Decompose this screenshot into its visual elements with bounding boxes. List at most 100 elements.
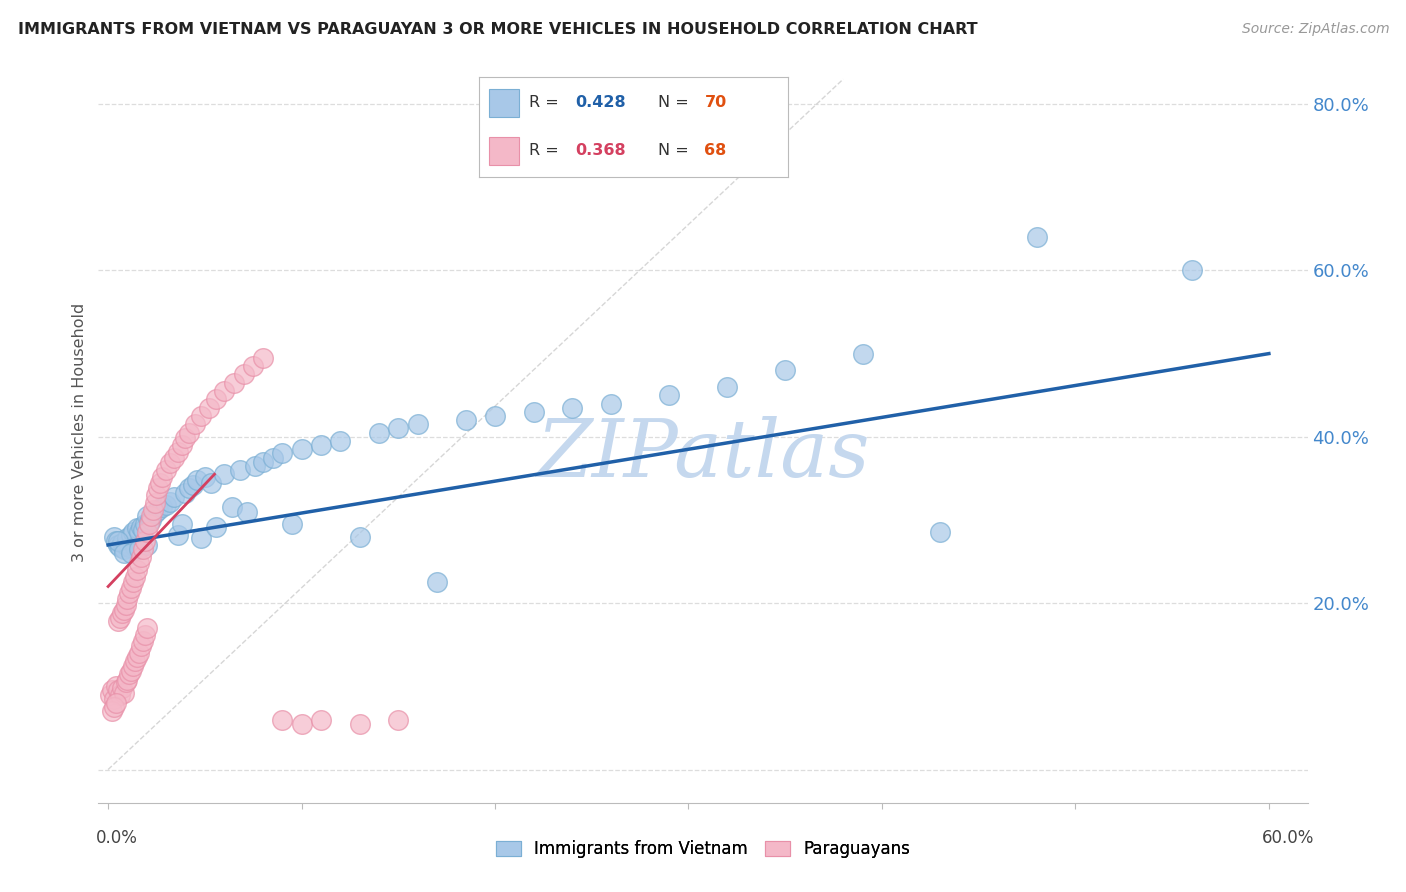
Point bbox=[101, 704, 124, 718]
Point bbox=[190, 409, 212, 423]
Point bbox=[406, 417, 429, 432]
Point bbox=[454, 413, 477, 427]
Point bbox=[242, 359, 264, 373]
Point bbox=[174, 486, 197, 500]
Text: 60.0%: 60.0% bbox=[1263, 829, 1315, 847]
Point bbox=[309, 713, 332, 727]
Point bbox=[1025, 230, 1047, 244]
Point bbox=[281, 517, 304, 532]
Point bbox=[128, 525, 150, 540]
Point bbox=[138, 517, 160, 532]
Point bbox=[200, 475, 222, 490]
Point bbox=[135, 508, 157, 523]
Point bbox=[118, 666, 141, 681]
Point bbox=[170, 438, 193, 452]
Point bbox=[349, 716, 371, 731]
Point bbox=[111, 536, 134, 550]
Point bbox=[212, 467, 235, 482]
Point bbox=[117, 531, 139, 545]
Point bbox=[124, 569, 146, 583]
Text: Source: ZipAtlas.com: Source: ZipAtlas.com bbox=[1241, 22, 1389, 37]
Point bbox=[138, 515, 160, 529]
Point bbox=[111, 681, 134, 695]
Point bbox=[132, 633, 155, 648]
Point bbox=[387, 421, 409, 435]
Point bbox=[104, 679, 127, 693]
Point bbox=[190, 531, 212, 545]
Point bbox=[329, 434, 352, 448]
Point bbox=[101, 683, 124, 698]
Point bbox=[117, 592, 139, 607]
Point bbox=[122, 575, 145, 590]
Point bbox=[108, 611, 131, 625]
Point bbox=[155, 498, 177, 512]
Point bbox=[132, 542, 155, 557]
Point bbox=[103, 700, 125, 714]
Text: IMMIGRANTS FROM VIETNAM VS PARAGUAYAN 3 OR MORE VEHICLES IN HOUSEHOLD CORRELATIO: IMMIGRANTS FROM VIETNAM VS PARAGUAYAN 3 … bbox=[18, 22, 979, 37]
Point bbox=[127, 563, 149, 577]
Point bbox=[773, 363, 796, 377]
Point bbox=[194, 469, 217, 483]
Point bbox=[103, 530, 125, 544]
Point bbox=[112, 542, 135, 557]
Point bbox=[127, 650, 149, 665]
Point bbox=[243, 458, 266, 473]
Point bbox=[149, 475, 172, 490]
Point bbox=[135, 621, 157, 635]
Point bbox=[112, 546, 135, 560]
Point bbox=[484, 409, 506, 423]
Point bbox=[163, 450, 186, 465]
Point bbox=[142, 503, 165, 517]
Point bbox=[104, 696, 127, 710]
Y-axis label: 3 or more Vehicles in Household: 3 or more Vehicles in Household bbox=[72, 303, 87, 562]
Point bbox=[98, 688, 121, 702]
Point bbox=[143, 506, 166, 520]
Point bbox=[166, 444, 188, 458]
Point bbox=[523, 405, 546, 419]
Point bbox=[179, 425, 201, 440]
Point bbox=[114, 598, 136, 612]
Point bbox=[221, 500, 243, 515]
Point bbox=[107, 615, 129, 629]
Point bbox=[112, 686, 135, 700]
Point bbox=[852, 346, 875, 360]
Point bbox=[179, 481, 201, 495]
Point bbox=[222, 376, 245, 390]
Point bbox=[129, 519, 152, 533]
Text: 0.0%: 0.0% bbox=[96, 829, 138, 847]
Point bbox=[186, 473, 208, 487]
Point bbox=[205, 392, 228, 407]
Point bbox=[134, 628, 156, 642]
Point bbox=[368, 425, 391, 440]
Point bbox=[309, 438, 332, 452]
Point bbox=[134, 517, 156, 532]
Point bbox=[387, 713, 409, 727]
Point bbox=[117, 673, 139, 687]
Point bbox=[111, 606, 134, 620]
Point bbox=[170, 517, 193, 532]
Point bbox=[252, 351, 274, 365]
Point bbox=[104, 533, 127, 548]
Text: ZIPatlas: ZIPatlas bbox=[536, 416, 870, 493]
Point bbox=[108, 540, 131, 554]
Point bbox=[148, 503, 170, 517]
Point bbox=[145, 488, 167, 502]
Point bbox=[561, 401, 583, 415]
Point bbox=[1180, 263, 1202, 277]
Point bbox=[150, 469, 173, 483]
Point bbox=[716, 380, 738, 394]
Point bbox=[128, 542, 150, 557]
Point bbox=[262, 450, 284, 465]
Point bbox=[118, 540, 141, 554]
Point bbox=[181, 478, 204, 492]
Point bbox=[108, 688, 131, 702]
Point bbox=[118, 586, 141, 600]
Point bbox=[120, 581, 142, 595]
Point bbox=[124, 540, 146, 554]
Point bbox=[128, 646, 150, 660]
Point bbox=[232, 368, 254, 382]
Point bbox=[252, 455, 274, 469]
Point bbox=[128, 556, 150, 570]
Point bbox=[155, 463, 177, 477]
Point bbox=[159, 494, 181, 508]
